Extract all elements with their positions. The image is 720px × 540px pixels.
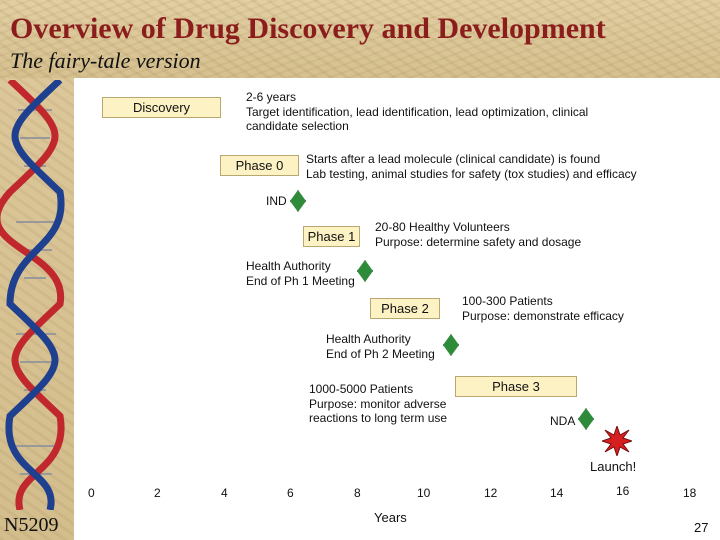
phase3-line: Purpose: monitor adverse — [309, 396, 447, 411]
slide-title: Overview of Drug Discovery and Developme… — [10, 12, 606, 45]
page-number: 27 — [694, 520, 709, 535]
footer-code: N5209 — [4, 514, 59, 536]
ind-label: IND — [266, 194, 287, 208]
phase1-box: Phase 1 — [303, 226, 360, 247]
nda-label: NDA — [550, 414, 576, 428]
axis-tick-label: 10 — [417, 486, 431, 500]
phase1-line: Purpose: determine safety and dosage — [375, 234, 582, 249]
phase2-line: Purpose: demonstrate efficacy — [462, 308, 624, 323]
discovery-line: candidate selection — [246, 119, 349, 133]
axis-tick-label: 12 — [484, 486, 498, 500]
discovery-box: Discovery — [102, 97, 221, 118]
end-ph1-line: End of Ph 1 Meeting — [246, 273, 355, 288]
ind-milestone-icon — [290, 190, 306, 212]
phase0-line: Starts after a lead molecule (clinical c… — [306, 152, 601, 166]
dna-helix-illustration — [0, 80, 65, 510]
phase0-box: Phase 0 — [220, 155, 299, 176]
end-ph2-line: End of Ph 2 Meeting — [326, 346, 435, 361]
axis-tick-label: 2 — [154, 486, 161, 500]
phase2-box: Phase 2 — [370, 298, 440, 319]
axis-tick-label: 14 — [550, 486, 564, 500]
axis-tick-label: 0 — [88, 486, 95, 500]
end-ph2-line: Health Authority — [326, 332, 411, 346]
discovery-line: Target identification, lead identificati… — [246, 104, 589, 119]
axis-tick-label: 6 — [287, 486, 294, 500]
phase1-line: 20-80 Healthy Volunteers — [375, 220, 510, 234]
axis-tick-label: 18 — [683, 486, 697, 500]
nda-milestone-icon — [578, 408, 594, 430]
phase0-line: Lab testing, animal studies for safety (… — [306, 166, 637, 181]
end-ph1-label: Health Authority End of Ph 1 Meeting — [246, 259, 355, 288]
phase2-line: 100-300 Patients — [462, 294, 553, 308]
launch-label: Launch! — [590, 459, 637, 474]
phase3-label: Phase 3 — [492, 379, 540, 394]
axis-title: Years — [374, 510, 407, 525]
launch-starburst-icon — [602, 426, 632, 456]
phase3-description: 1000-5000 Patients Purpose: monitor adve… — [309, 382, 447, 426]
end-ph1-milestone-icon — [357, 260, 373, 282]
discovery-description: 2-6 years Target identification, lead id… — [246, 90, 588, 134]
slide-subtitle: The fairy-tale version — [10, 48, 201, 73]
axis-tick-label: 8 — [354, 486, 361, 500]
axis-tick-label: 16 — [616, 484, 630, 498]
phase3-line: reactions to long term use — [309, 411, 448, 425]
phase1-description: 20-80 Healthy Volunteers Purpose: determ… — [375, 220, 581, 249]
end-ph2-label: Health Authority End of Ph 2 Meeting — [326, 332, 435, 361]
end-ph2-milestone-icon — [443, 334, 459, 356]
phase0-label: Phase 0 — [235, 158, 284, 173]
end-ph1-line: Health Authority — [246, 259, 331, 273]
title-banner — [0, 0, 720, 78]
discovery-label: Discovery — [132, 100, 191, 115]
discovery-line: 2-6 years — [246, 90, 297, 104]
phase2-description: 100-300 Patients Purpose: demonstrate ef… — [462, 294, 624, 323]
phase2-label: Phase 2 — [381, 301, 429, 316]
axis-tick-label: 4 — [221, 486, 228, 500]
phase3-line: 1000-5000 Patients — [309, 382, 414, 396]
phase1-label: Phase 1 — [307, 229, 356, 244]
phase3-box: Phase 3 — [455, 376, 577, 397]
phase0-description: Starts after a lead molecule (clinical c… — [306, 152, 637, 181]
